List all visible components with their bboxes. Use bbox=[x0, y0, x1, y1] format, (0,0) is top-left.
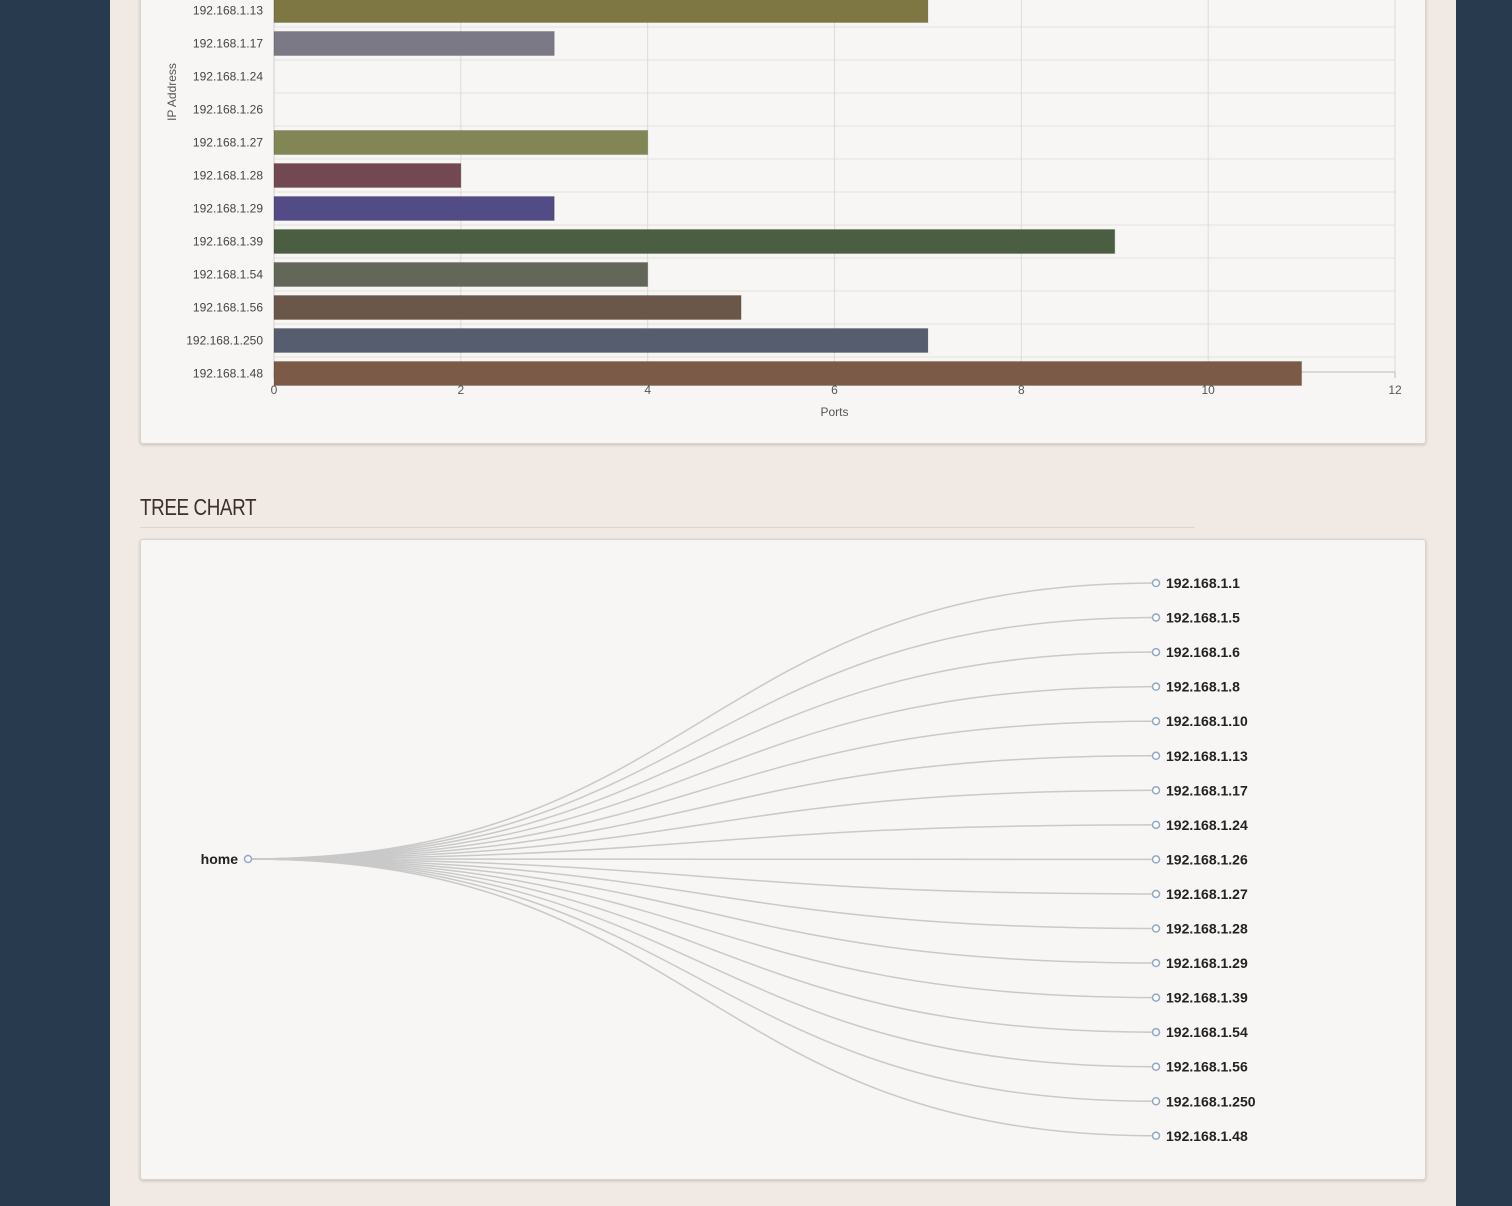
y-tick-label: 192.168.1.27 bbox=[193, 136, 263, 150]
bar bbox=[273, 163, 462, 188]
bar bbox=[273, 31, 555, 56]
x-tick-label: 8 bbox=[1018, 383, 1025, 397]
tree-leaf-label: 192.168.1.54 bbox=[1166, 1024, 1248, 1040]
tree-leaf-node bbox=[1151, 1062, 1161, 1071]
tree-leaf-node bbox=[1151, 889, 1161, 899]
y-tick-label: 192.168.1.24 bbox=[193, 70, 263, 84]
tree-chart-title: TREE CHART bbox=[140, 490, 1195, 528]
x-tick-label: 6 bbox=[831, 383, 838, 397]
tree-chart-card: home 192.168.1.1 192.168.1.5 192.168.1.6 192… bbox=[140, 539, 1426, 1180]
tree-leaf-node bbox=[1151, 647, 1161, 657]
tree-link bbox=[247, 685, 1157, 860]
tree-leaf-node bbox=[1151, 855, 1161, 864]
tree-leaf-node bbox=[1151, 1131, 1161, 1141]
tree-leaf-node bbox=[1151, 924, 1161, 933]
tree-link bbox=[247, 858, 1157, 1137]
tree-link bbox=[247, 824, 1157, 860]
tree-link bbox=[247, 582, 1157, 860]
tree-link bbox=[247, 720, 1157, 860]
tree-leaf-label: 192.168.1.10 bbox=[1166, 713, 1248, 729]
tree-leaf-label: 192.168.1.13 bbox=[1166, 748, 1248, 764]
tree-link bbox=[247, 755, 1157, 860]
tree-leaf-node bbox=[1151, 751, 1161, 760]
tree-leaf-node bbox=[1151, 578, 1161, 588]
bar bbox=[273, 295, 742, 320]
y-tick-label: 192.168.1.39 bbox=[193, 235, 263, 249]
tree-leaf-label: 192.168.1.8 bbox=[1166, 679, 1240, 695]
bar bbox=[273, 328, 929, 353]
tree-link bbox=[247, 789, 1157, 860]
x-tick-label: 12 bbox=[1388, 383, 1402, 397]
tree-leaf-label: 192.168.1.48 bbox=[1166, 1128, 1248, 1144]
tree-leaf-label: 192.168.1.6 bbox=[1166, 644, 1240, 660]
x-tick-label: 10 bbox=[1201, 383, 1215, 397]
tree-link bbox=[247, 858, 1157, 895]
tree-leaf-label: 192.168.1.26 bbox=[1166, 851, 1248, 867]
y-tick-label: 192.168.1.26 bbox=[193, 103, 263, 117]
tree-leaf-label: 192.168.1.29 bbox=[1166, 955, 1248, 971]
tree-leaf-label: 192.168.1.1 bbox=[1166, 575, 1240, 591]
tree-leaf-node bbox=[1151, 716, 1161, 726]
tree-leaf-label: 192.168.1.17 bbox=[1166, 782, 1248, 798]
tree-link bbox=[247, 858, 1157, 930]
tree-link bbox=[247, 858, 1157, 964]
tree-leaf-node bbox=[1151, 786, 1161, 795]
x-tick-label: 2 bbox=[457, 383, 464, 397]
bar bbox=[273, 130, 649, 155]
tree-root-node bbox=[243, 854, 253, 864]
tree-link bbox=[247, 858, 1157, 1102]
tree-leaf-label: 192.168.1.27 bbox=[1166, 886, 1248, 902]
bar bbox=[273, 196, 555, 221]
tree-leaf-node bbox=[1151, 1097, 1161, 1106]
tree-leaf-node bbox=[1151, 958, 1161, 968]
bar-chart-card: 0 2 4 6 8 10 12 192.168.1.13 192.168.1.17 192.168… bbox=[140, 0, 1426, 444]
tree-leaf-label: 192.168.1.56 bbox=[1166, 1059, 1248, 1075]
y-tick-label: 192.168.1.250 bbox=[186, 334, 263, 348]
tree-link bbox=[247, 651, 1157, 860]
y-tick-label: 192.168.1.54 bbox=[193, 268, 263, 282]
bar bbox=[273, 0, 929, 23]
tree-link bbox=[247, 858, 1157, 1068]
y-tick-label: 192.168.1.56 bbox=[193, 301, 263, 315]
tree-root-label: home bbox=[201, 851, 239, 867]
tree-leaf-label: 192.168.1.250 bbox=[1166, 1093, 1256, 1109]
tree-leaf-node bbox=[1151, 1027, 1161, 1037]
tree-leaf-label: 192.168.1.5 bbox=[1166, 610, 1240, 626]
x-axis-title: Ports bbox=[820, 405, 848, 419]
tree-leaf-label: 192.168.1.28 bbox=[1166, 921, 1248, 937]
y-axis-title: IP Address bbox=[165, 63, 179, 121]
page-content: 0 2 4 6 8 10 12 192.168.1.13 192.168.1.17 192.168… bbox=[110, 0, 1456, 1206]
x-tick-label: 4 bbox=[644, 383, 651, 397]
tree-leaf-node bbox=[1151, 613, 1161, 622]
y-tick-label: 192.168.1.48 bbox=[193, 367, 263, 381]
tree-links bbox=[247, 582, 1157, 1137]
tree-leaf-node bbox=[1151, 820, 1161, 830]
bar bbox=[273, 361, 1303, 386]
tree-leaf-node bbox=[1151, 682, 1161, 691]
tree-leaf-node bbox=[1151, 993, 1161, 1002]
tree-chart: home 192.168.1.1 192.168.1.5 192.168.1.6 192… bbox=[201, 575, 1256, 1144]
tree-link bbox=[247, 858, 1157, 999]
bar bbox=[273, 229, 1116, 254]
y-tick-label: 192.168.1.29 bbox=[193, 202, 263, 216]
x-tick-label: 0 bbox=[271, 383, 278, 397]
y-tick-label: 192.168.1.13 bbox=[193, 4, 263, 18]
bar-chart: 0 2 4 6 8 10 12 192.168.1.13 192.168.1.17 192.168… bbox=[165, 0, 1402, 419]
bar bbox=[273, 262, 649, 287]
tree-link bbox=[247, 616, 1157, 860]
tree-link bbox=[247, 858, 1157, 1033]
tree-leaf-label: 192.168.1.39 bbox=[1166, 990, 1248, 1006]
y-tick-label: 192.168.1.17 bbox=[193, 37, 263, 51]
tree-leaf-label: 192.168.1.24 bbox=[1166, 817, 1248, 833]
y-tick-label: 192.168.1.28 bbox=[193, 169, 263, 183]
